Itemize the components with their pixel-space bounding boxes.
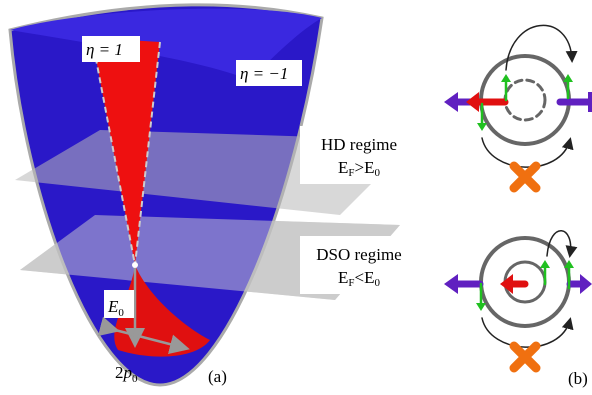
- caption: (a): [208, 367, 227, 386]
- figure: E0 2p0 (a) η = 1 η = −1 HD regime EF>E0 …: [0, 0, 592, 395]
- regime-title: DSO regime: [316, 245, 401, 264]
- caption: (b): [568, 369, 588, 388]
- hd-diagram: [444, 25, 592, 188]
- dso-diagram: [444, 231, 592, 368]
- regime-condition: EF>E0: [338, 158, 381, 179]
- regime-condition: EF<E0: [338, 268, 381, 289]
- regime-title: HD regime: [321, 135, 397, 154]
- eta-minus: η = −1: [240, 64, 288, 83]
- eta-plus: η = 1: [86, 40, 123, 59]
- vertex: [132, 262, 138, 268]
